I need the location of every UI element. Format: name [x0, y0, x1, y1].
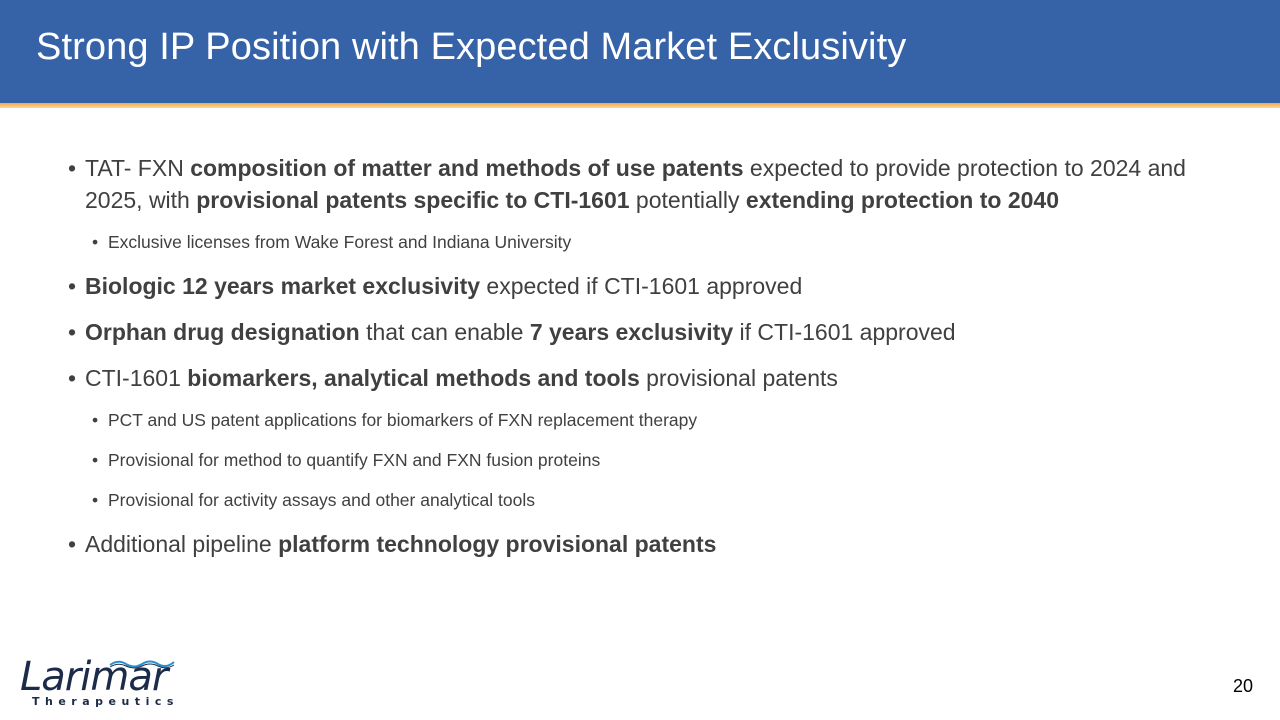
bullet-bold-text: provisional patents specific to CTI-1601: [196, 187, 630, 213]
bullet-dot: •: [68, 319, 77, 345]
page-number: 20: [1232, 676, 1253, 696]
bullet-text: potentially: [629, 187, 746, 213]
slide-title: Strong IP Position with Expected Market …: [36, 26, 907, 68]
title-accent-line: [0, 103, 1280, 108]
bullet-text: if CTI-1601 approved: [733, 319, 956, 345]
sub-bullet-text: Provisional for activity assays and othe…: [108, 490, 536, 510]
bullet-list: • TAT- FXN composition of matter and met…: [68, 152, 1228, 574]
bullet-bold-text: Orphan drug designation: [85, 319, 360, 345]
bullet-pipeline-patents: • Additional pipeline platform technolog…: [68, 528, 1228, 560]
sub-bullet-quantify-method: • Provisional for method to quantify FXN…: [92, 448, 1228, 472]
bullet-dot: •: [68, 273, 77, 299]
bullet-bold-text: Biologic 12 years market exclusivity: [85, 273, 481, 299]
title-bar: [0, 0, 1280, 103]
bullet-dot: •: [92, 490, 99, 510]
bullet-dot: •: [92, 450, 99, 470]
bullet-dot: •: [92, 410, 99, 430]
bullet-dot: •: [68, 155, 77, 181]
sub-bullet-text: Exclusive licenses from Wake Forest and …: [108, 232, 572, 252]
sub-bullet-activity-assays: • Provisional for activity assays and ot…: [92, 488, 1228, 512]
logo-wordmark: Larimar: [20, 654, 168, 700]
bullet-dot: •: [68, 531, 77, 557]
bullet-text: expected to provide protection to 2024 a…: [85, 155, 1186, 213]
bullet-dot: •: [92, 232, 99, 252]
bullet-bold-text: 7 years exclusivity: [529, 319, 734, 345]
bullet-bold-text: biomarkers, analytical methods and tools: [187, 365, 640, 391]
bullet-text: Additional pipeline: [85, 531, 279, 557]
bullet-bold-text: extending protection to 2040: [745, 187, 1060, 213]
sub-bullet-text: PCT and US patent applications for bioma…: [108, 410, 698, 430]
bullet-text: that can enable: [359, 319, 530, 345]
bullet-text: expected if CTI-1601 approved: [480, 273, 803, 299]
bullet-bold-text: composition of matter and methods of use…: [190, 155, 744, 181]
bullet-dot: •: [68, 365, 77, 391]
sub-bullet-text: Provisional for method to quantify FXN a…: [108, 450, 601, 470]
bullet-text: TAT- FXN: [85, 155, 191, 181]
bullet-ip-patents: • TAT- FXN composition of matter and met…: [68, 152, 1228, 216]
logo-subtitle: Therapeutics: [32, 695, 179, 708]
bullet-text: CTI-1601: [85, 365, 188, 391]
bullet-text: provisional patents: [639, 365, 838, 391]
bullet-orphan-drug: • Orphan drug designation that can enabl…: [68, 316, 1228, 348]
bullet-biomarkers: • CTI-1601 biomarkers, analytical method…: [68, 362, 1228, 394]
bullet-biologic-exclusivity: • Biologic 12 years market exclusivity e…: [68, 270, 1228, 302]
sub-bullet-licenses: • Exclusive licenses from Wake Forest an…: [92, 230, 1228, 254]
helix-icon: [109, 660, 175, 669]
sub-bullet-pct-applications: • PCT and US patent applications for bio…: [92, 408, 1228, 432]
bullet-bold-text: platform technology provisional patents: [278, 531, 717, 557]
company-logo: Larimar Therapeutics: [20, 654, 175, 709]
